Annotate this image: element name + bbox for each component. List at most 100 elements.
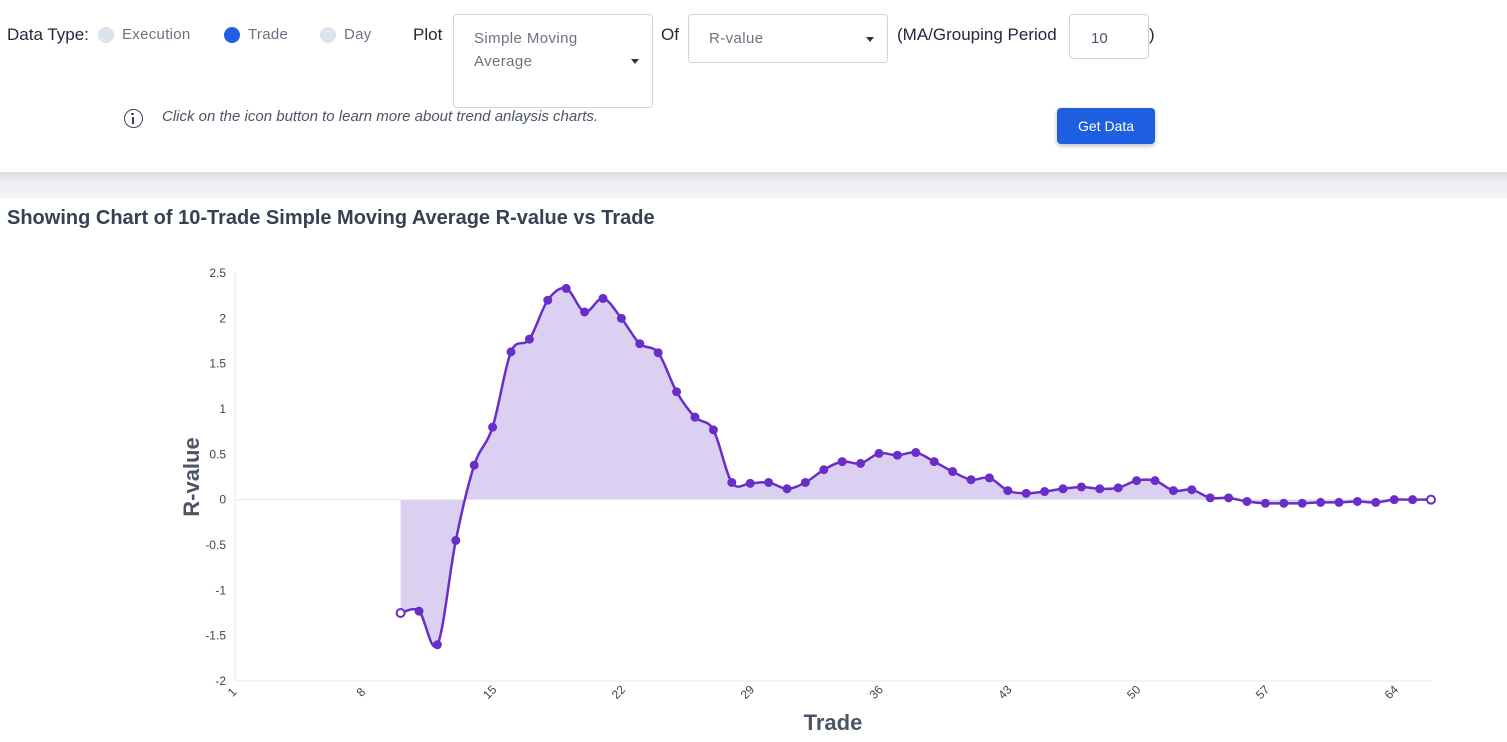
data-point[interactable]: [1426, 494, 1436, 505]
y-tick-label: 2: [219, 311, 226, 325]
data-point[interactable]: [580, 307, 590, 317]
x-tick-label: 50: [1124, 682, 1144, 702]
data-point[interactable]: [1205, 493, 1215, 503]
y-tick-label: -1: [215, 583, 226, 597]
x-tick-label: 22: [609, 682, 629, 702]
data-point[interactable]: [1021, 488, 1031, 498]
data-point[interactable]: [561, 283, 571, 293]
data-point[interactable]: [1371, 497, 1381, 507]
panel-separator: [0, 172, 1507, 198]
plot-select[interactable]: Simple Moving Average: [453, 14, 653, 108]
plot-select-line1: Simple Moving: [474, 30, 578, 47]
period-close-paren: ): [1149, 25, 1155, 44]
data-point[interactable]: [856, 458, 866, 468]
data-point[interactable]: [1224, 493, 1234, 503]
data-point[interactable]: [819, 465, 829, 475]
data-point[interactable]: [506, 347, 516, 357]
y-tick-label: 0: [219, 493, 226, 507]
data-point[interactable]: [874, 448, 884, 458]
x-tick-label: 8: [354, 685, 369, 700]
data-point[interactable]: [451, 535, 461, 545]
y-tick-label: -0.5: [205, 538, 226, 552]
data-point[interactable]: [672, 387, 682, 397]
data-point[interactable]: [966, 475, 976, 485]
area-fill: [400, 288, 1432, 647]
radio-execution-label[interactable]: Execution: [122, 26, 191, 43]
data-point[interactable]: [1389, 495, 1399, 505]
data-point[interactable]: [708, 425, 718, 435]
of-select-value: R-value: [709, 30, 764, 47]
hint-text: Click on the icon button to learn more a…: [162, 108, 599, 125]
chevron-down-icon: [866, 37, 874, 42]
data-point[interactable]: [635, 339, 645, 349]
data-point[interactable]: [1297, 498, 1307, 508]
radio-day-label[interactable]: Day: [344, 26, 372, 43]
period-input[interactable]: 10: [1069, 14, 1149, 59]
data-point[interactable]: [1003, 486, 1013, 496]
radio-execution[interactable]: [98, 27, 114, 43]
data-point[interactable]: [1113, 483, 1123, 493]
data-point[interactable]: [1132, 476, 1142, 486]
period-label: (MA/Grouping Period: [897, 25, 1057, 44]
data-point[interactable]: [1095, 484, 1105, 494]
radio-trade-label[interactable]: Trade: [248, 26, 289, 43]
data-point[interactable]: [892, 450, 902, 460]
x-tick-label: 43: [995, 682, 1015, 702]
y-tick-label: -1.5: [205, 629, 226, 643]
x-tick-label: 64: [1382, 682, 1402, 702]
data-point[interactable]: [598, 293, 608, 303]
data-point[interactable]: [745, 478, 755, 488]
data-point[interactable]: [1352, 496, 1362, 506]
data-point[interactable]: [984, 473, 994, 483]
data-point[interactable]: [1316, 497, 1326, 507]
data-point[interactable]: [395, 608, 406, 618]
data-point[interactable]: [727, 477, 737, 487]
data-point[interactable]: [690, 412, 700, 422]
data-point[interactable]: [1150, 476, 1160, 486]
data-point[interactable]: [948, 467, 958, 477]
chart-title: Showing Chart of 10-Trade Simple Moving …: [7, 207, 655, 229]
data-point[interactable]: [911, 448, 921, 458]
plot-label: Plot: [413, 25, 443, 44]
radio-trade[interactable]: [224, 27, 240, 43]
data-point[interactable]: [1168, 486, 1178, 496]
data-point[interactable]: [524, 334, 534, 344]
data-point[interactable]: [782, 484, 792, 494]
data-point[interactable]: [653, 348, 663, 358]
chevron-down-icon: [631, 59, 639, 64]
data-point[interactable]: [543, 295, 553, 305]
data-point[interactable]: [1076, 482, 1086, 492]
data-point[interactable]: [414, 606, 424, 616]
x-axis-title: Trade: [804, 710, 863, 735]
radio-day[interactable]: [320, 27, 336, 43]
info-icon[interactable]: [124, 109, 143, 128]
get-data-button[interactable]: Get Data: [1057, 108, 1155, 144]
data-point[interactable]: [488, 422, 498, 432]
data-point[interactable]: [800, 477, 810, 487]
data-point[interactable]: [616, 313, 626, 323]
x-tick-label: 1: [225, 685, 240, 700]
x-tick-label: 36: [866, 682, 886, 702]
data-point[interactable]: [1058, 484, 1068, 494]
data-point[interactable]: [1242, 496, 1252, 506]
data-point[interactable]: [469, 460, 479, 470]
data-point[interactable]: [929, 457, 939, 467]
data-point[interactable]: [764, 477, 774, 487]
x-tick-label: 15: [480, 682, 500, 702]
data-point[interactable]: [1334, 497, 1344, 507]
data-point[interactable]: [1279, 498, 1289, 508]
data-point[interactable]: [1187, 485, 1197, 495]
plot-select-line2: Average: [474, 53, 533, 70]
data-point[interactable]: [1260, 498, 1270, 508]
data-point[interactable]: [837, 457, 847, 467]
x-tick-label: 29: [738, 682, 758, 702]
y-tick-label: 1.5: [209, 357, 226, 371]
of-label: Of: [661, 25, 679, 44]
of-select[interactable]: R-value: [688, 14, 888, 63]
data-point[interactable]: [1408, 495, 1418, 505]
data-point[interactable]: [432, 640, 442, 650]
y-tick-label: 1: [219, 402, 226, 416]
x-tick-label: 57: [1253, 682, 1273, 702]
data-point[interactable]: [1040, 487, 1050, 497]
